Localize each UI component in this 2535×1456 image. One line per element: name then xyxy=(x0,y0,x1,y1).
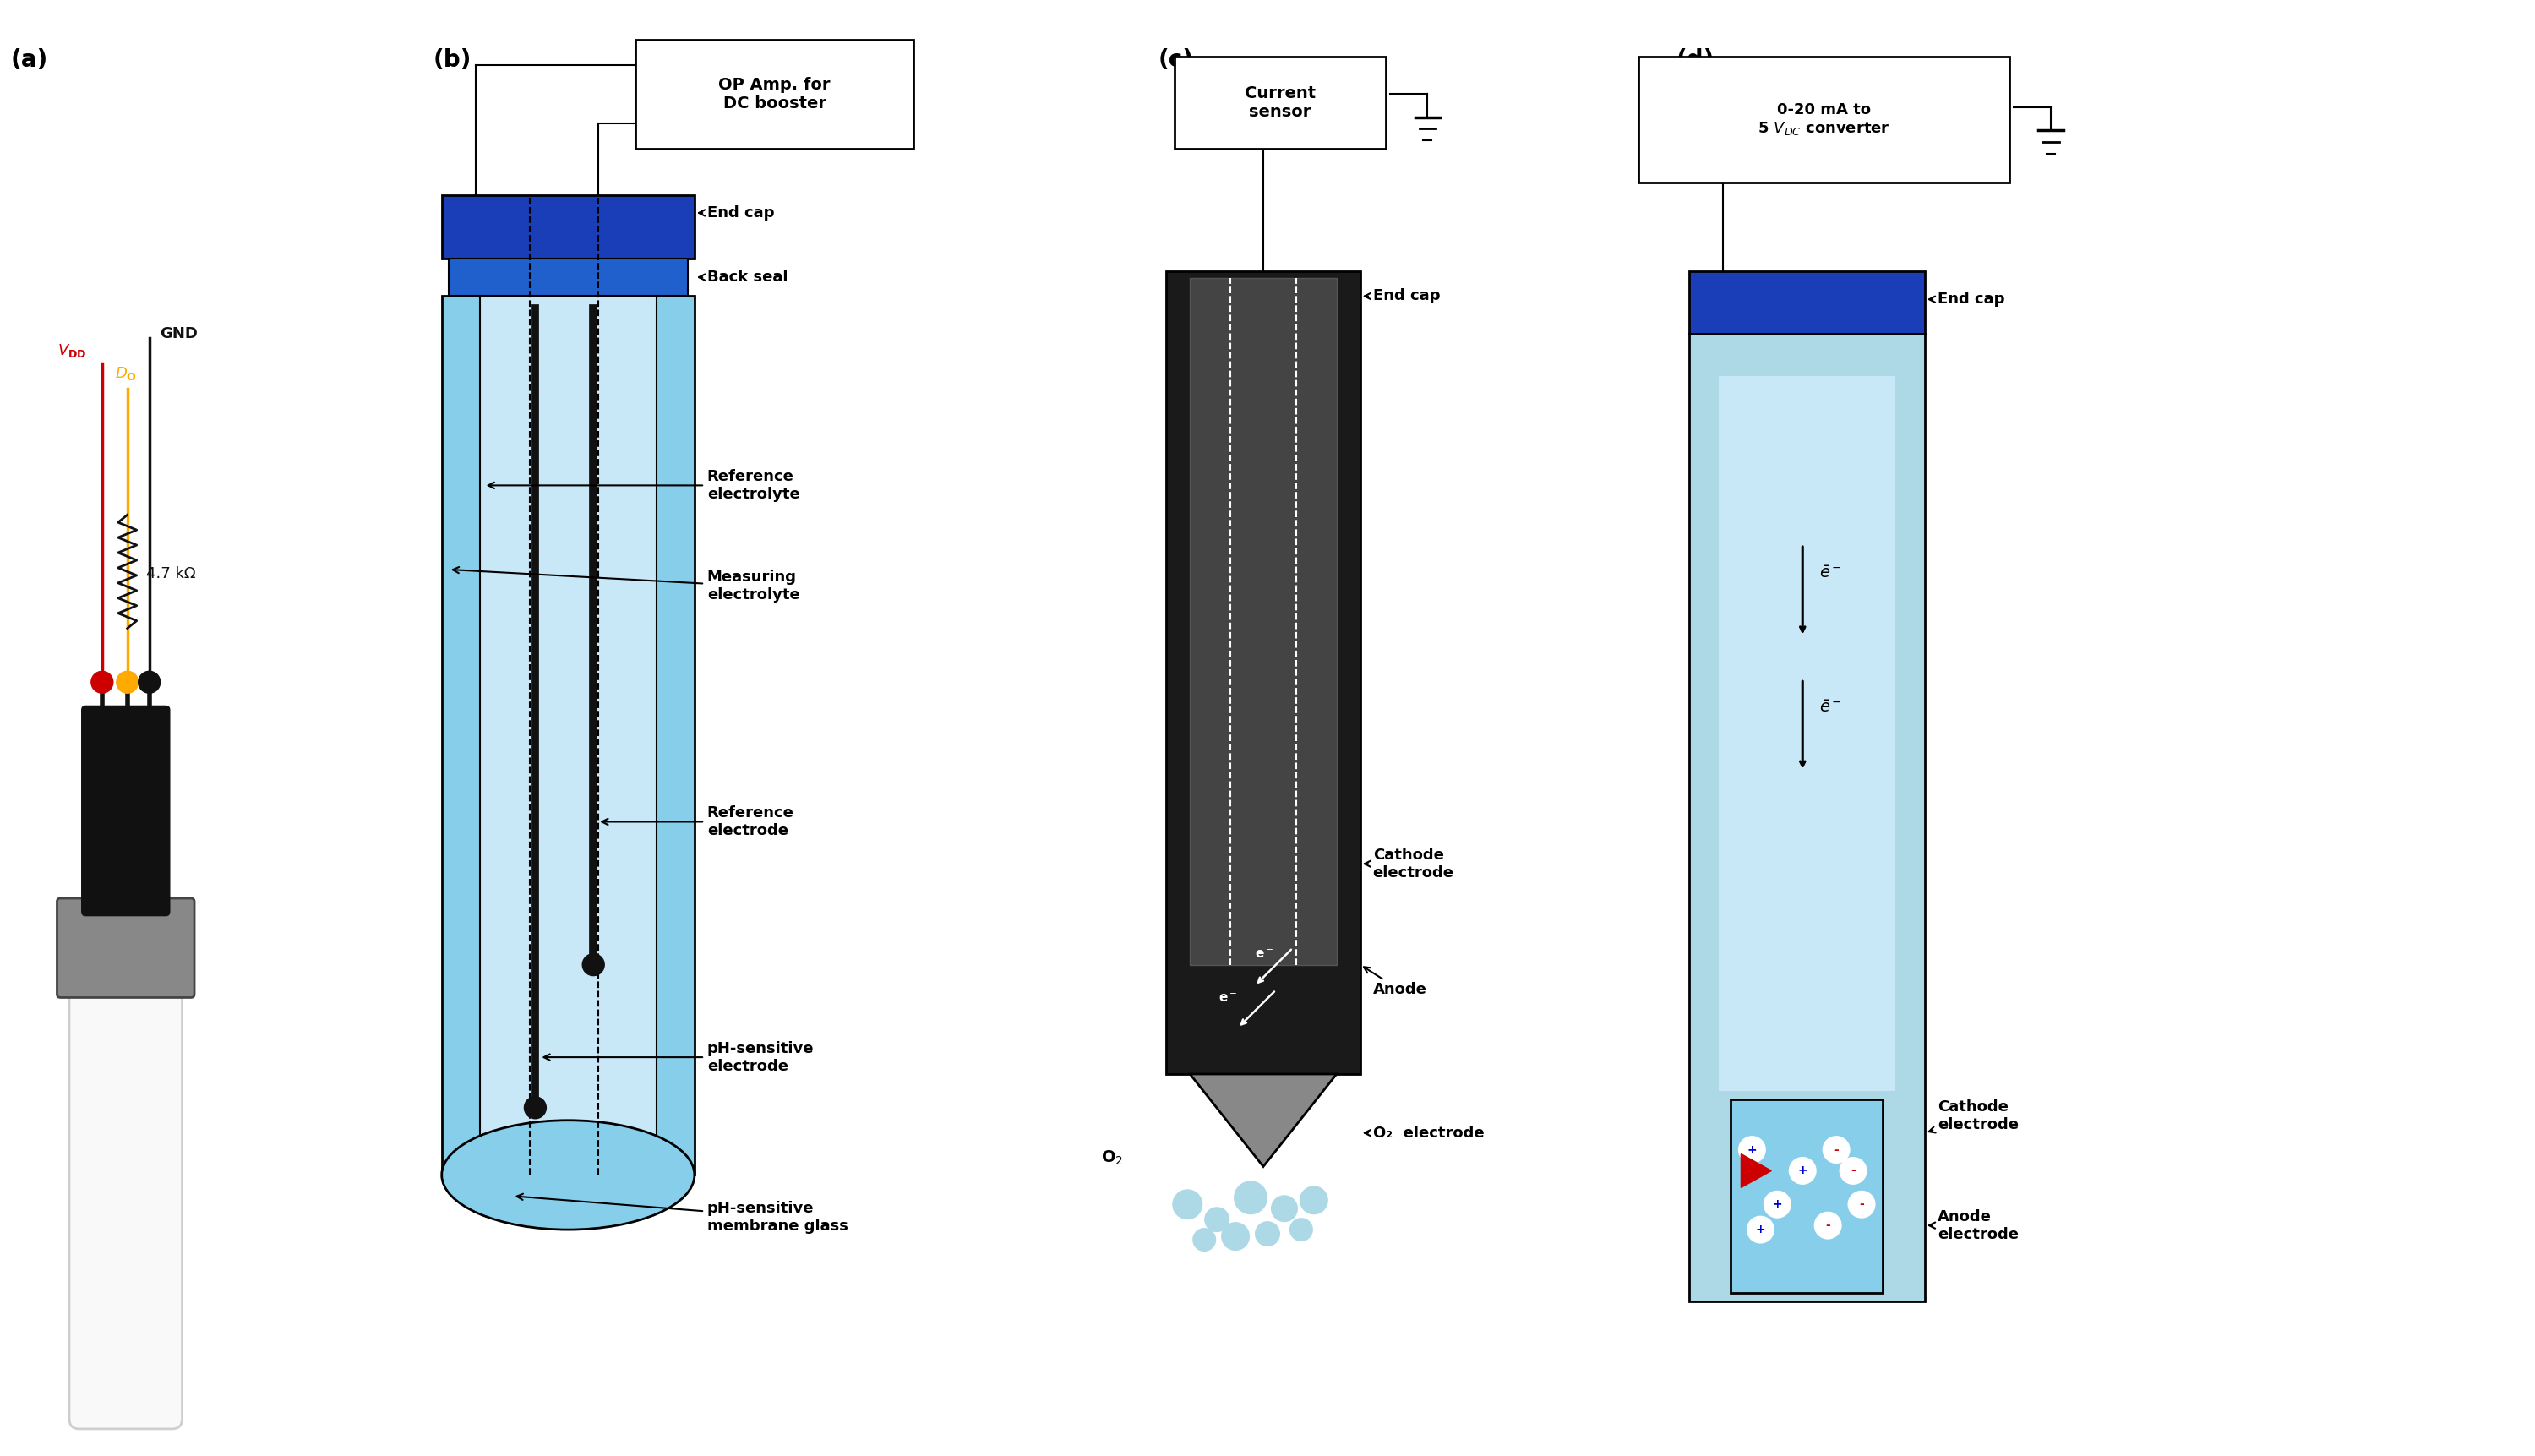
Bar xyxy=(1166,271,1361,1075)
Circle shape xyxy=(1273,1195,1298,1222)
Text: $\bar{e}^-$: $\bar{e}^-$ xyxy=(1820,700,1843,716)
Text: +: + xyxy=(1757,1223,1764,1236)
Text: +: + xyxy=(1772,1198,1782,1210)
Text: Reference
electrode: Reference electrode xyxy=(601,805,793,839)
Circle shape xyxy=(1840,1158,1866,1184)
Circle shape xyxy=(1235,1182,1268,1214)
Circle shape xyxy=(1222,1223,1250,1249)
Bar xyxy=(1638,57,2010,182)
Text: O$_2$: O$_2$ xyxy=(1100,1149,1123,1168)
Text: +: + xyxy=(1797,1165,1807,1176)
Text: Back seal: Back seal xyxy=(700,269,788,285)
Bar xyxy=(441,195,695,258)
Circle shape xyxy=(1790,1158,1815,1184)
Bar xyxy=(449,258,687,296)
Circle shape xyxy=(525,1096,545,1118)
Text: (a): (a) xyxy=(10,48,48,71)
Bar xyxy=(441,296,695,1175)
Text: e$^-$: e$^-$ xyxy=(1219,993,1237,1005)
Text: OP Amp. for
DC booster: OP Amp. for DC booster xyxy=(717,77,831,112)
Text: End cap: End cap xyxy=(1929,291,2005,307)
Text: (b): (b) xyxy=(433,48,472,71)
Circle shape xyxy=(1764,1191,1790,1217)
Text: Reference
electrolyte: Reference electrolyte xyxy=(489,469,801,502)
Polygon shape xyxy=(1189,1075,1336,1166)
Text: GND: GND xyxy=(160,326,198,342)
Bar xyxy=(1719,376,1896,1091)
FancyBboxPatch shape xyxy=(56,898,195,997)
Text: 4.7 kΩ: 4.7 kΩ xyxy=(147,566,195,581)
Text: -: - xyxy=(1833,1144,1838,1156)
Circle shape xyxy=(139,671,160,693)
Text: Current
sensor: Current sensor xyxy=(1245,86,1316,119)
Bar xyxy=(636,39,913,149)
Text: End cap: End cap xyxy=(700,205,773,220)
Bar xyxy=(479,296,657,1155)
Text: $\bar{e}^-$: $\bar{e}^-$ xyxy=(1820,565,1843,581)
Circle shape xyxy=(91,671,114,693)
Text: Anode
electrode: Anode electrode xyxy=(1929,1208,2018,1242)
Text: Cathode
electrode: Cathode electrode xyxy=(1364,847,1455,881)
Text: O₂  electrode: O₂ electrode xyxy=(1364,1125,1483,1140)
Circle shape xyxy=(1300,1187,1328,1214)
Text: e$^-$: e$^-$ xyxy=(1255,948,1273,961)
Bar xyxy=(1688,271,1924,333)
Text: +: + xyxy=(1747,1144,1757,1156)
Circle shape xyxy=(1739,1137,1764,1163)
Circle shape xyxy=(117,671,139,693)
Text: -: - xyxy=(1825,1220,1830,1232)
Circle shape xyxy=(1848,1191,1873,1217)
Text: Cathode
electrode: Cathode electrode xyxy=(1929,1099,2018,1133)
Circle shape xyxy=(583,954,603,976)
Text: -: - xyxy=(1851,1165,1856,1176)
Text: Measuring
electrolyte: Measuring electrolyte xyxy=(454,566,801,603)
Circle shape xyxy=(1174,1190,1202,1219)
Text: $V_\mathregular{DD}$: $V_\mathregular{DD}$ xyxy=(58,342,86,360)
Text: End cap: End cap xyxy=(1364,288,1440,304)
Text: -: - xyxy=(1858,1198,1863,1210)
Circle shape xyxy=(1255,1222,1280,1245)
Text: (c): (c) xyxy=(1158,48,1194,71)
Ellipse shape xyxy=(441,1120,695,1230)
Bar xyxy=(1189,278,1336,965)
Circle shape xyxy=(1290,1219,1313,1241)
Text: (d): (d) xyxy=(1676,48,1714,71)
Bar xyxy=(1174,57,1387,149)
Text: Anode: Anode xyxy=(1364,967,1427,997)
Text: pH-sensitive
membrane glass: pH-sensitive membrane glass xyxy=(517,1194,849,1233)
Circle shape xyxy=(1823,1137,1851,1163)
Circle shape xyxy=(1747,1217,1774,1242)
Polygon shape xyxy=(1742,1155,1772,1188)
Circle shape xyxy=(1815,1213,1840,1239)
Circle shape xyxy=(1194,1229,1214,1251)
Text: pH-sensitive
electrode: pH-sensitive electrode xyxy=(545,1041,814,1073)
FancyBboxPatch shape xyxy=(68,971,183,1428)
Text: $D_\mathregular{O}$: $D_\mathregular{O}$ xyxy=(114,365,137,381)
Bar xyxy=(1731,1099,1884,1293)
FancyBboxPatch shape xyxy=(81,706,170,916)
Circle shape xyxy=(1204,1208,1229,1232)
Bar xyxy=(1688,333,1924,1302)
Text: 0-20 mA to
5 $V_{DC}$ converter: 0-20 mA to 5 $V_{DC}$ converter xyxy=(1757,102,1889,137)
